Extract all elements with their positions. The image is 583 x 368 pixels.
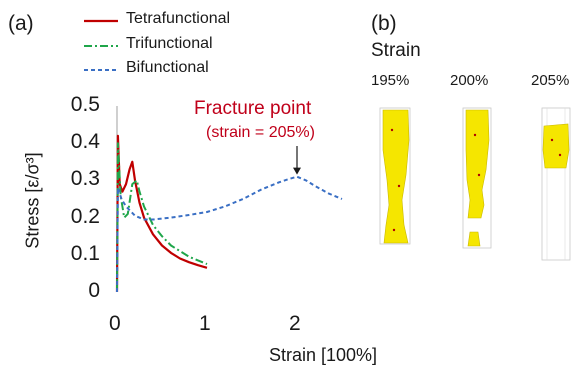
- y-tick-label: 0: [88, 279, 100, 302]
- snapshot-label-200: 200%: [450, 72, 489, 89]
- series-line-bifunctional: [116, 175, 343, 293]
- series-line-tetrafunctional: [115, 134, 208, 293]
- y-axis-label: Stress [ε/σ³]: [22, 152, 43, 249]
- legend-label-bifunctional: Bifunctional: [126, 59, 209, 76]
- x-tick-label: 1: [199, 312, 211, 335]
- panel-b-title: Strain: [371, 40, 421, 61]
- snapshot-label-195: 195%: [371, 72, 410, 89]
- legend-label-tetrafunctional: Tetrafunctional: [126, 10, 231, 27]
- y-tick-label: 0.4: [70, 130, 100, 154]
- panel-b-label: (b): [371, 12, 397, 35]
- panel-a-label: (a): [8, 12, 34, 35]
- annotation-arrow-head: [293, 167, 301, 175]
- y-tick-label: 0.2: [70, 204, 100, 228]
- series-line-trifunctional: [116, 142, 208, 293]
- x-tick-label: 2: [289, 312, 301, 335]
- y-tick-label: 0.5: [70, 93, 100, 116]
- annotation-fracture-point: Fracture point: [194, 98, 312, 119]
- y-tick-label: 0.1: [70, 241, 100, 265]
- x-axis-label: Strain [100%]: [269, 345, 378, 365]
- x-tick-label: 0: [109, 312, 121, 335]
- annotation-fracture-strain: (strain = 205%): [206, 124, 315, 141]
- y-tick-label: 0.3: [70, 167, 100, 191]
- snapshot-label-205: 205%: [531, 72, 570, 89]
- legend-label-trifunctional: Trifunctional: [126, 35, 213, 52]
